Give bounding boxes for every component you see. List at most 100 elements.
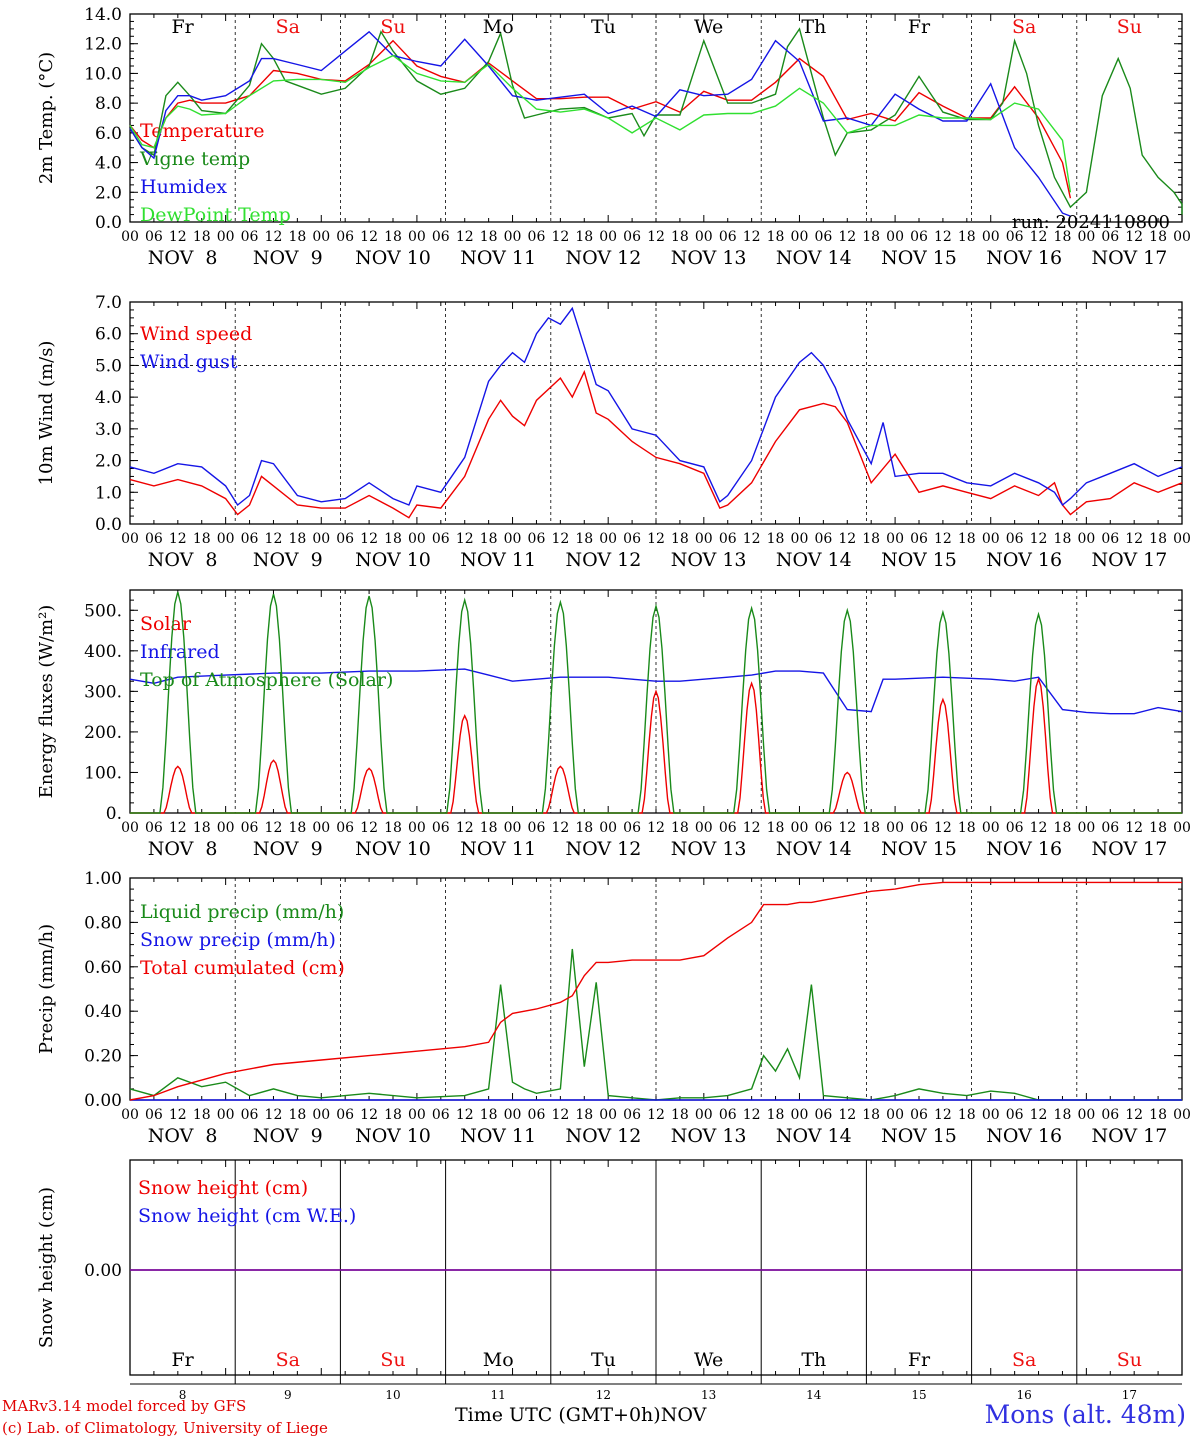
hour-label: 18 xyxy=(1149,820,1167,836)
y-tick-label: 4.0 xyxy=(95,388,122,408)
date-label: NOV 13 xyxy=(671,549,747,571)
hour-label: 18 xyxy=(193,820,211,836)
y-tick-label: 2.0 xyxy=(95,452,122,472)
hour-label: 18 xyxy=(480,229,498,245)
hour-label: 18 xyxy=(1054,820,1072,836)
legend-entry: Snow height (cm) xyxy=(138,1177,308,1199)
date-label: NOV 9 xyxy=(253,549,323,571)
run-label: run: 2024110800 xyxy=(1012,212,1170,233)
hour-label: 18 xyxy=(1149,1107,1167,1123)
hour-label: 06 xyxy=(528,1107,546,1123)
legend-entry: Solar xyxy=(140,613,192,635)
hour-label: 06 xyxy=(241,1107,259,1123)
date-label: NOV 17 xyxy=(1091,1125,1167,1147)
hour-label: 18 xyxy=(288,1107,306,1123)
hour-label: 18 xyxy=(480,531,498,547)
hour-label: 00 xyxy=(504,229,522,245)
hour-label: 18 xyxy=(480,820,498,836)
hour-label: 18 xyxy=(767,229,785,245)
hour-label: 12 xyxy=(265,531,283,547)
y-axis-title: 10m Wind (m/s) xyxy=(36,341,57,486)
hour-label: 12 xyxy=(838,820,856,836)
hour-label: 12 xyxy=(360,820,378,836)
hour-label: 06 xyxy=(623,229,641,245)
hour-label: 00 xyxy=(599,1107,617,1123)
series-line xyxy=(129,369,1183,519)
date-label: NOV 14 xyxy=(776,247,852,269)
hour-label: 12 xyxy=(743,229,761,245)
hour-label: 12 xyxy=(551,229,569,245)
hour-label: 00 xyxy=(1173,229,1191,245)
date-label: NOV 15 xyxy=(881,1125,957,1147)
y-tick-label: 6.0 xyxy=(95,124,122,144)
date-label: NOV 8 xyxy=(148,838,218,860)
hour-label: 06 xyxy=(145,229,163,245)
date-label: NOV 8 xyxy=(148,1125,218,1147)
hour-label: 00 xyxy=(312,531,330,547)
hour-label: 00 xyxy=(599,229,617,245)
hour-label: 12 xyxy=(647,531,665,547)
date-label: NOV 14 xyxy=(776,1125,852,1147)
hour-label: 00 xyxy=(312,820,330,836)
hour-label: 06 xyxy=(719,531,737,547)
hour-label: 06 xyxy=(623,1107,641,1123)
hour-label: 06 xyxy=(814,229,832,245)
hour-label: 12 xyxy=(1125,820,1143,836)
panel-2: 0.0 1.0 2.0 3.0 4.0 5.0 6.0 7.0 10m Wind (m/s) 00… xyxy=(36,293,1191,571)
hour-label: 18 xyxy=(958,531,976,547)
hour-label: 12 xyxy=(169,531,187,547)
y-tick-label: 2.0 xyxy=(95,183,122,203)
hour-label: 12 xyxy=(551,531,569,547)
hour-label: 18 xyxy=(193,531,211,547)
hour-label: 00 xyxy=(1077,531,1095,547)
hour-label: 06 xyxy=(336,1107,354,1123)
hour-label: 18 xyxy=(767,1107,785,1123)
hour-label: 00 xyxy=(504,531,522,547)
panel-3: 0. 100. 200. 300. 400. 500. Energy fluxes (W/m… xyxy=(36,589,1191,860)
hour-label: 18 xyxy=(958,229,976,245)
hour-label: 00 xyxy=(982,820,1000,836)
y-tick-label: 3.0 xyxy=(95,420,122,440)
hour-label: 00 xyxy=(121,229,139,245)
hour-label: 00 xyxy=(408,531,426,547)
date-label: NOV 16 xyxy=(986,549,1062,571)
hour-label: 12 xyxy=(743,531,761,547)
weekday-label: Fr xyxy=(171,1349,194,1371)
y-tick-label: 300. xyxy=(84,682,122,702)
hour-label: 12 xyxy=(265,229,283,245)
y-tick-label: 0.0 xyxy=(95,515,122,535)
hour-label: 00 xyxy=(408,1107,426,1123)
hour-label: 00 xyxy=(886,531,904,547)
date-label: NOV 9 xyxy=(253,838,323,860)
axis-title-text: Time UTC (GMT+0h) xyxy=(455,1404,661,1426)
hour-label: 18 xyxy=(384,1107,402,1123)
hour-label: 18 xyxy=(384,531,402,547)
series-line xyxy=(129,54,1072,193)
hour-label: 18 xyxy=(193,229,211,245)
hour-label: 00 xyxy=(312,1107,330,1123)
y-tick-label: 4.0 xyxy=(95,154,122,174)
hour-label: 12 xyxy=(934,229,952,245)
date-label: NOV 13 xyxy=(671,247,747,269)
weekday-label: Mo xyxy=(483,16,514,38)
hour-label: 18 xyxy=(1149,531,1167,547)
hour-label: 00 xyxy=(504,1107,522,1123)
day-number-label: 8 xyxy=(179,1388,187,1400)
date-label: NOV 17 xyxy=(1091,838,1167,860)
y-tick-label: 14.0 xyxy=(84,5,122,25)
legend-entry: Vigne temp xyxy=(139,148,250,170)
hour-label: 00 xyxy=(791,229,809,245)
hour-label: 12 xyxy=(360,1107,378,1123)
date-label: NOV 12 xyxy=(565,549,641,571)
date-label: NOV 10 xyxy=(355,549,431,571)
hour-label: 18 xyxy=(575,229,593,245)
y-tick-label: 1.00 xyxy=(84,869,122,889)
hour-label: 00 xyxy=(121,1107,139,1123)
y-axis-title: Precip (mm/h) xyxy=(36,924,57,1054)
hour-label: 06 xyxy=(528,531,546,547)
date-label: NOV 10 xyxy=(355,838,431,860)
weekday-label: Fr xyxy=(908,16,931,38)
hour-label: 18 xyxy=(767,531,785,547)
series-line xyxy=(129,948,1182,1101)
hour-label: 18 xyxy=(193,1107,211,1123)
